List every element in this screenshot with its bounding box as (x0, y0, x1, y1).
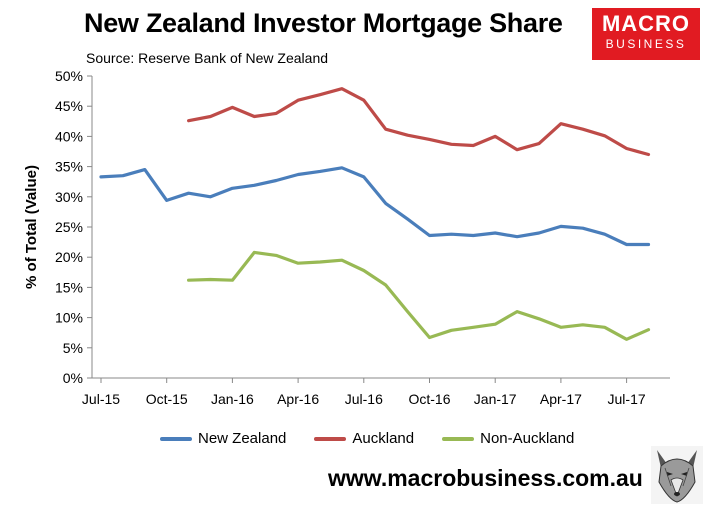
y-tick-label: 45% (55, 98, 83, 114)
x-tick-label: Apr-17 (540, 391, 582, 407)
website-url[interactable]: www.macrobusiness.com.au (328, 465, 643, 491)
legend-swatch (314, 436, 347, 441)
x-tick-label: Oct-16 (408, 391, 450, 407)
logo-line-macro: MACRO (601, 11, 691, 36)
y-tick-label: 10% (55, 310, 83, 326)
y-tick-label: 5% (63, 340, 83, 356)
x-tick-label: Jan-16 (211, 391, 254, 407)
y-tick-label: 50% (55, 68, 83, 84)
line-chart: 0% 5% 10% 15% 20% 25% 30% 35% 40% 45% 50% Jul-15 Oct… (23, 68, 670, 407)
y-tick-label: 20% (55, 249, 83, 265)
series-line-new-zealand (99, 166, 651, 247)
y-tick-label: 0% (63, 370, 83, 386)
logo-line-business: BUSINESS (605, 37, 687, 51)
y-axis-title: % of Total (Value) (23, 165, 40, 289)
y-tick-label: 40% (55, 128, 83, 144)
chart-source: Source: Reserve Bank of New Zealand (86, 50, 329, 66)
x-tick-label: Apr-16 (277, 391, 319, 407)
chart-title: New Zealand Investor Mortgage Share (84, 8, 563, 38)
legend-label: New Zealand (198, 430, 287, 447)
legend-swatch (442, 436, 475, 441)
legend-item-new-zealand: New Zealand (160, 430, 286, 447)
legend-item-non-auckland: Non-Auckland (442, 430, 574, 447)
chart-legend: New Zealand Auckland Non-Auckland (160, 430, 610, 447)
x-tick-label: Jul-17 (608, 391, 646, 407)
wolf-mascot-icon (651, 446, 703, 504)
y-tick-label: 25% (55, 219, 83, 235)
x-tick-label: Jan-17 (474, 391, 517, 407)
x-tick-label: Jul-15 (82, 391, 120, 407)
legend-label: Non-Auckland (480, 430, 575, 447)
x-tick-label: Jul-16 (345, 391, 383, 407)
series-line-auckland (187, 87, 651, 157)
x-tick-label: Oct-15 (146, 391, 188, 407)
y-tick-label: 35% (55, 159, 83, 175)
series-line-non-auckland (187, 250, 651, 341)
legend-swatch (160, 436, 192, 441)
macrobusiness-logo: MACRO BUSINESS (592, 8, 700, 60)
y-tick-label: 15% (55, 279, 83, 295)
legend-label: Auckland (352, 430, 415, 447)
legend-item-auckland: Auckland (314, 430, 414, 447)
y-tick-label: 30% (55, 189, 83, 205)
